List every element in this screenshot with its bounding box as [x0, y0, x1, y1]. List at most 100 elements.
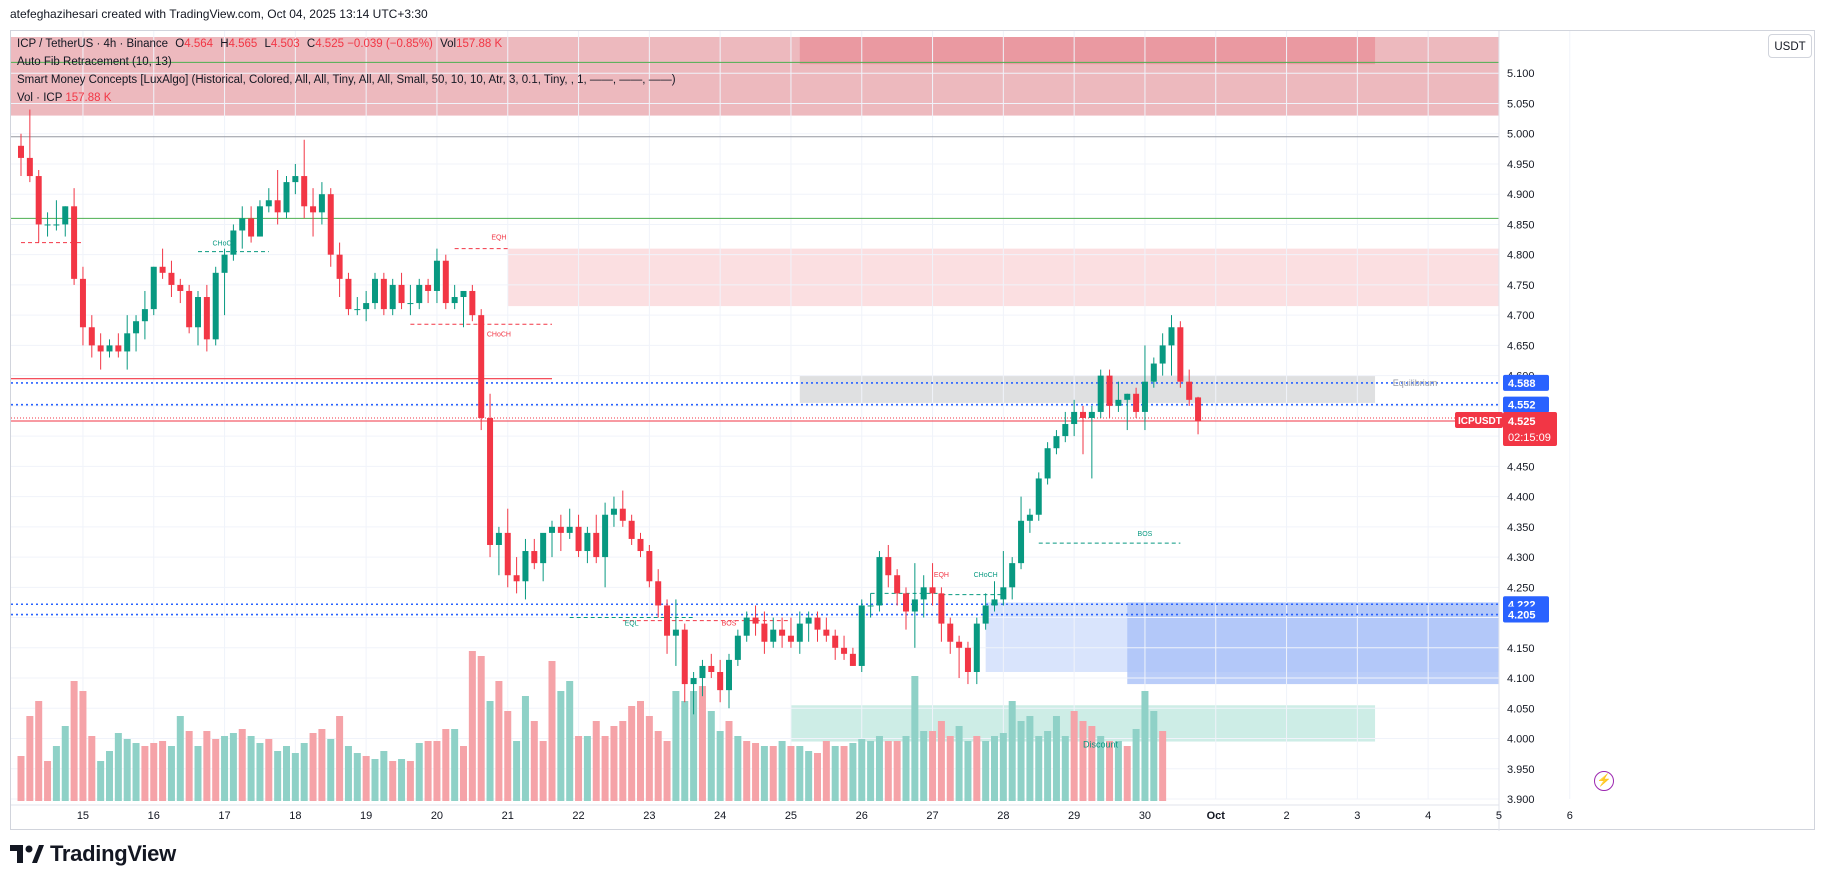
volume-bar: [1026, 716, 1034, 801]
currency-button[interactable]: USDT: [1768, 34, 1812, 58]
candle-body: [354, 309, 361, 311]
symbol-label[interactable]: ICP / TetherUS · 4h · Binance: [17, 38, 169, 50]
candle-body: [1106, 375, 1113, 406]
label-layer: CHoCH EQH CHoCH EQL BOS EQH CHoCH BOS Equilibriu…: [212, 235, 1437, 750]
level-price-tag: [1503, 374, 1549, 391]
price-tick-label: 4.850: [1507, 219, 1535, 231]
price-tick-label: 4.800: [1507, 250, 1535, 262]
volume-bar: [858, 739, 866, 801]
volume-bar: [238, 729, 246, 801]
candle-body: [911, 599, 918, 612]
candle-body: [602, 514, 609, 558]
volume-bar: [1070, 711, 1078, 801]
time-tick-label: 16: [148, 810, 160, 822]
volume-bar: [406, 761, 414, 801]
legend-ohlc-row[interactable]: ICP / TetherUS · 4h · Binance O4.564 H4.…: [17, 35, 676, 53]
tradingview-logo-icon: [10, 845, 44, 863]
candle-body: [336, 254, 343, 279]
volume-bar: [982, 741, 990, 801]
candle-body: [495, 532, 502, 545]
high-label: H: [220, 38, 229, 50]
indicator-vol-row[interactable]: Vol · ICP 157.88 K: [17, 89, 676, 107]
volume-bar: [513, 741, 521, 801]
candle-body: [159, 266, 166, 273]
candle-body: [964, 647, 971, 672]
discount-label: Discount: [1083, 740, 1119, 750]
candle-body: [849, 653, 856, 666]
price-tick-label: 4.700: [1507, 310, 1535, 322]
candle-body: [451, 297, 458, 304]
demand-zone: [1127, 602, 1499, 685]
equilibrium-label: Equilibrium: [1393, 378, 1438, 388]
candle-body: [699, 665, 706, 679]
volume-bar: [690, 691, 698, 801]
volume-bar: [822, 741, 830, 801]
volume-bar: [106, 751, 113, 801]
volume-bar: [415, 743, 423, 801]
indicator-fib-row[interactable]: Auto Fib Retracement (10, 13): [17, 56, 172, 68]
candle-body: [380, 278, 387, 310]
volume-bar: [291, 753, 299, 801]
candle-body: [186, 290, 193, 328]
volume-bar: [999, 733, 1007, 801]
volume-bar: [247, 736, 255, 801]
candle-body: [1159, 345, 1166, 364]
candle-body: [203, 297, 210, 340]
volume-bar: [1123, 746, 1131, 801]
indicator-smc-row[interactable]: Smart Money Concepts [LuxAlgo] (Historic…: [17, 74, 676, 86]
lightning-bolt-icon[interactable]: ⚡: [1594, 771, 1614, 791]
volume-bar: [433, 741, 441, 801]
volume-bar: [769, 746, 777, 801]
volume-bar: [937, 721, 945, 801]
candle-body: [372, 278, 378, 304]
candle-body: [858, 605, 865, 666]
volume-bar: [814, 753, 821, 801]
candle-body: [18, 145, 24, 158]
volume-bar: [141, 746, 149, 801]
volume-bar: [831, 746, 839, 801]
volume-bar: [1008, 701, 1016, 801]
candle-body: [256, 206, 263, 237]
candle-body: [1009, 563, 1016, 588]
candle-body: [1195, 397, 1202, 421]
candle-body: [823, 629, 830, 636]
level-price-tag: [1503, 606, 1549, 623]
time-tick-label: 22: [572, 810, 584, 822]
volume-bar: [867, 741, 875, 801]
price-chart[interactable]: CHoCH EQH CHoCH EQL BOS EQH CHoCH BOS Equilibriu…: [11, 31, 1816, 831]
indicator-vol-value: 157.88 K: [65, 92, 112, 104]
time-tick-label: 24: [714, 810, 726, 822]
candle-body: [973, 623, 980, 672]
smc-label: EQH: [934, 572, 949, 579]
volume-bar: [185, 731, 193, 801]
candle-body: [62, 206, 69, 225]
volume-bar: [203, 731, 211, 801]
time-tick-label: 4: [1425, 810, 1431, 822]
candle-body: [363, 303, 370, 310]
volume-bar: [460, 746, 467, 801]
volume-bar: [672, 691, 680, 801]
time-tick-label: 28: [997, 810, 1009, 822]
volume-bar: [150, 743, 158, 801]
chart-frame[interactable]: CHoCH EQH CHoCH EQL BOS EQH CHoCH BOS Equilibriu…: [10, 30, 1816, 831]
price-tick-label: 4.400: [1507, 492, 1535, 504]
volume-bar: [583, 736, 591, 801]
symbol-tag-text: ICPUSDT: [1458, 416, 1502, 427]
volume-bar: [88, 736, 96, 801]
tradingview-logo[interactable]: TradingView: [10, 841, 176, 867]
volume-bar: [353, 753, 361, 801]
candle-body: [655, 581, 662, 606]
volume-bar: [645, 716, 653, 801]
volume-bar: [557, 691, 565, 801]
volume-bar: [1114, 741, 1122, 801]
candle-body: [982, 605, 989, 624]
price-tick-label: 4.050: [1507, 703, 1535, 715]
time-tick-label: 26: [856, 810, 868, 822]
candle-body: [1071, 411, 1078, 425]
time-tick-label: 18: [289, 810, 301, 822]
smc-label: CHoCH: [974, 572, 998, 579]
volume-bar: [619, 721, 627, 801]
volume-bar: [114, 733, 122, 801]
volume-bar: [654, 731, 662, 801]
volume-bar: [468, 651, 476, 801]
